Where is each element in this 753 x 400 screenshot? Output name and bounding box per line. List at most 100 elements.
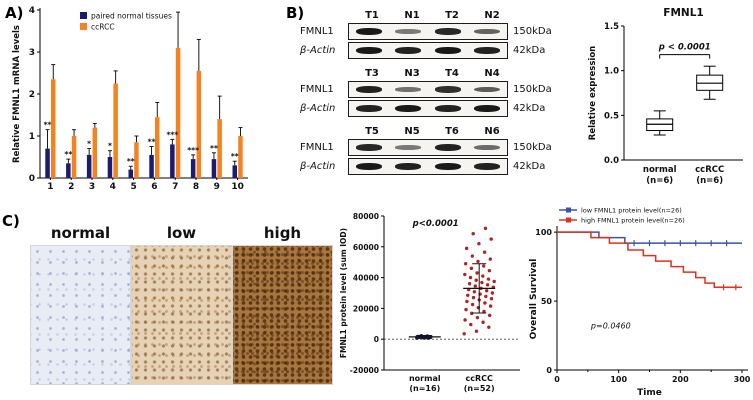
blot-groups: T1 N1 T2 N2 FMNL1 150kDa β-Actin 42kDa T3 N3 T4 N4 F… — [300, 10, 552, 184]
protein-label: β-Actin — [300, 45, 336, 56]
protein-band — [474, 105, 501, 112]
blot-image — [348, 139, 508, 156]
svg-text:1.5: 1.5 — [604, 22, 619, 32]
lane-label: N1 — [404, 10, 420, 21]
protein-band — [355, 28, 382, 35]
svg-text:0.5: 0.5 — [604, 111, 619, 121]
protein-band — [474, 28, 501, 35]
protein-band — [395, 145, 422, 150]
protein-band — [355, 105, 382, 112]
svg-text:10: 10 — [231, 182, 244, 192]
svg-text:0.0: 0.0 — [604, 156, 619, 166]
svg-text:1.0: 1.0 — [604, 67, 619, 77]
svg-text:**: ** — [44, 121, 52, 130]
svg-text:50: 50 — [541, 297, 553, 306]
svg-text:300: 300 — [734, 375, 751, 384]
svg-text:*: * — [108, 142, 112, 151]
protein-band — [434, 47, 461, 54]
svg-text:normal: normal — [643, 165, 677, 175]
svg-text:2: 2 — [29, 90, 35, 100]
protein-band — [474, 163, 501, 170]
scatter-svg: -20000 0 20000 40000 60000 80000 FMNL1 protein… — [339, 212, 520, 393]
protein-label: FMNL1 — [300, 84, 334, 95]
protein-band — [395, 105, 422, 112]
molecular-weight-label: 42kDa — [513, 45, 546, 56]
blot-group-1: T1 N1 T2 N2 FMNL1 150kDa β-Actin 42kDa — [300, 10, 552, 59]
lane-label: T6 — [445, 126, 459, 137]
svg-text:9: 9 — [214, 182, 220, 192]
protein-band — [395, 163, 422, 170]
svg-text:***: *** — [166, 130, 178, 139]
ihc-images: normal low high — [30, 224, 333, 385]
blot-image — [348, 81, 508, 98]
svg-text:2: 2 — [68, 182, 74, 192]
blot-row: β-Actin 42kDa — [300, 100, 552, 117]
ihc-label-high: high — [263, 224, 302, 242]
svg-text:*: * — [87, 140, 91, 149]
blot-image — [348, 42, 508, 59]
svg-text:0: 0 — [554, 375, 560, 384]
ihc-image-high — [232, 245, 333, 385]
blot-row: FMNL1 150kDa — [300, 23, 552, 40]
svg-text:100: 100 — [535, 228, 552, 237]
svg-text:-20000: -20000 — [350, 366, 379, 375]
protein-label: β-Actin — [300, 103, 336, 114]
svg-text:0: 0 — [29, 174, 35, 184]
protein-band — [434, 86, 461, 93]
lane-label: T4 — [445, 68, 459, 79]
svg-text:0: 0 — [546, 366, 552, 375]
blot-row: β-Actin 42kDa — [300, 158, 552, 175]
protein-band — [474, 145, 501, 150]
svg-text:ccRCC: ccRCC — [91, 23, 115, 32]
mrna-bar-chart: 0 1 2 3 4 Relative FMNL1 mRNA levels 1 ** 2 ** 3 * 4… — [10, 0, 252, 206]
ihc-col-high: high — [232, 224, 333, 385]
lane-label: T1 — [365, 10, 379, 21]
lane-label: N5 — [404, 126, 420, 137]
svg-text:6: 6 — [151, 182, 157, 192]
molecular-weight-label: 150kDa — [513, 26, 552, 37]
svg-text:high FMNL1 protein level(n=26): high FMNL1 protein level(n=26) — [581, 217, 685, 225]
blot-row: FMNL1 150kDa — [300, 81, 552, 98]
panel-a-label: A) — [5, 4, 24, 22]
survival-plot: 0 100 200 300 0 50 100 Time Overall Survival low … — [527, 204, 752, 400]
mrna-bar-svg: 0 1 2 3 4 Relative FMNL1 mRNA levels 1 ** 2 ** 3 * 4… — [12, 6, 248, 192]
ihc-col-normal: normal — [30, 224, 131, 385]
protein-label: β-Actin — [300, 161, 336, 172]
svg-text:5: 5 — [130, 182, 136, 192]
protein-band — [355, 163, 382, 170]
svg-text:60000: 60000 — [353, 243, 379, 252]
svg-text:8: 8 — [193, 182, 199, 192]
molecular-weight-label: 42kDa — [513, 161, 546, 172]
lane-label: T5 — [365, 126, 379, 137]
panel-b-label: B) — [286, 4, 305, 22]
ihc-label-normal: normal — [50, 224, 111, 242]
svg-text:(n=16): (n=16) — [409, 384, 440, 393]
protein-band — [395, 47, 422, 54]
svg-text:Relative expression: Relative expression — [588, 46, 598, 140]
svg-text:normal: normal — [409, 374, 441, 383]
svg-text:**: ** — [64, 150, 72, 159]
lane-label: N4 — [484, 68, 500, 79]
svg-text:FMNL1: FMNL1 — [663, 7, 703, 19]
svg-text:Overall Survival: Overall Survival — [529, 259, 539, 340]
svg-text:p < 0.0001: p < 0.0001 — [658, 43, 711, 53]
protein-band — [395, 29, 422, 34]
blot-group-2: T3 N3 T4 N4 FMNL1 150kDa β-Actin 42kDa — [300, 68, 552, 117]
protein-band — [355, 47, 382, 54]
svg-text:100: 100 — [610, 375, 627, 384]
svg-text:p<0.0001: p<0.0001 — [412, 219, 459, 229]
protein-scatter-plot: -20000 0 20000 40000 60000 80000 FMNL1 protein… — [336, 208, 526, 400]
protein-band — [355, 144, 382, 151]
svg-text:***: *** — [187, 146, 199, 155]
lane-label: N6 — [484, 126, 500, 137]
protein-band — [434, 28, 461, 35]
protein-band — [434, 144, 461, 151]
molecular-weight-label: 42kDa — [513, 103, 546, 114]
svg-text:200: 200 — [672, 375, 689, 384]
svg-text:3: 3 — [29, 48, 35, 58]
svg-text:Time: Time — [637, 388, 662, 398]
svg-text:(n=52): (n=52) — [464, 384, 495, 393]
molecular-weight-label: 150kDa — [513, 142, 552, 153]
protein-band — [474, 47, 501, 54]
